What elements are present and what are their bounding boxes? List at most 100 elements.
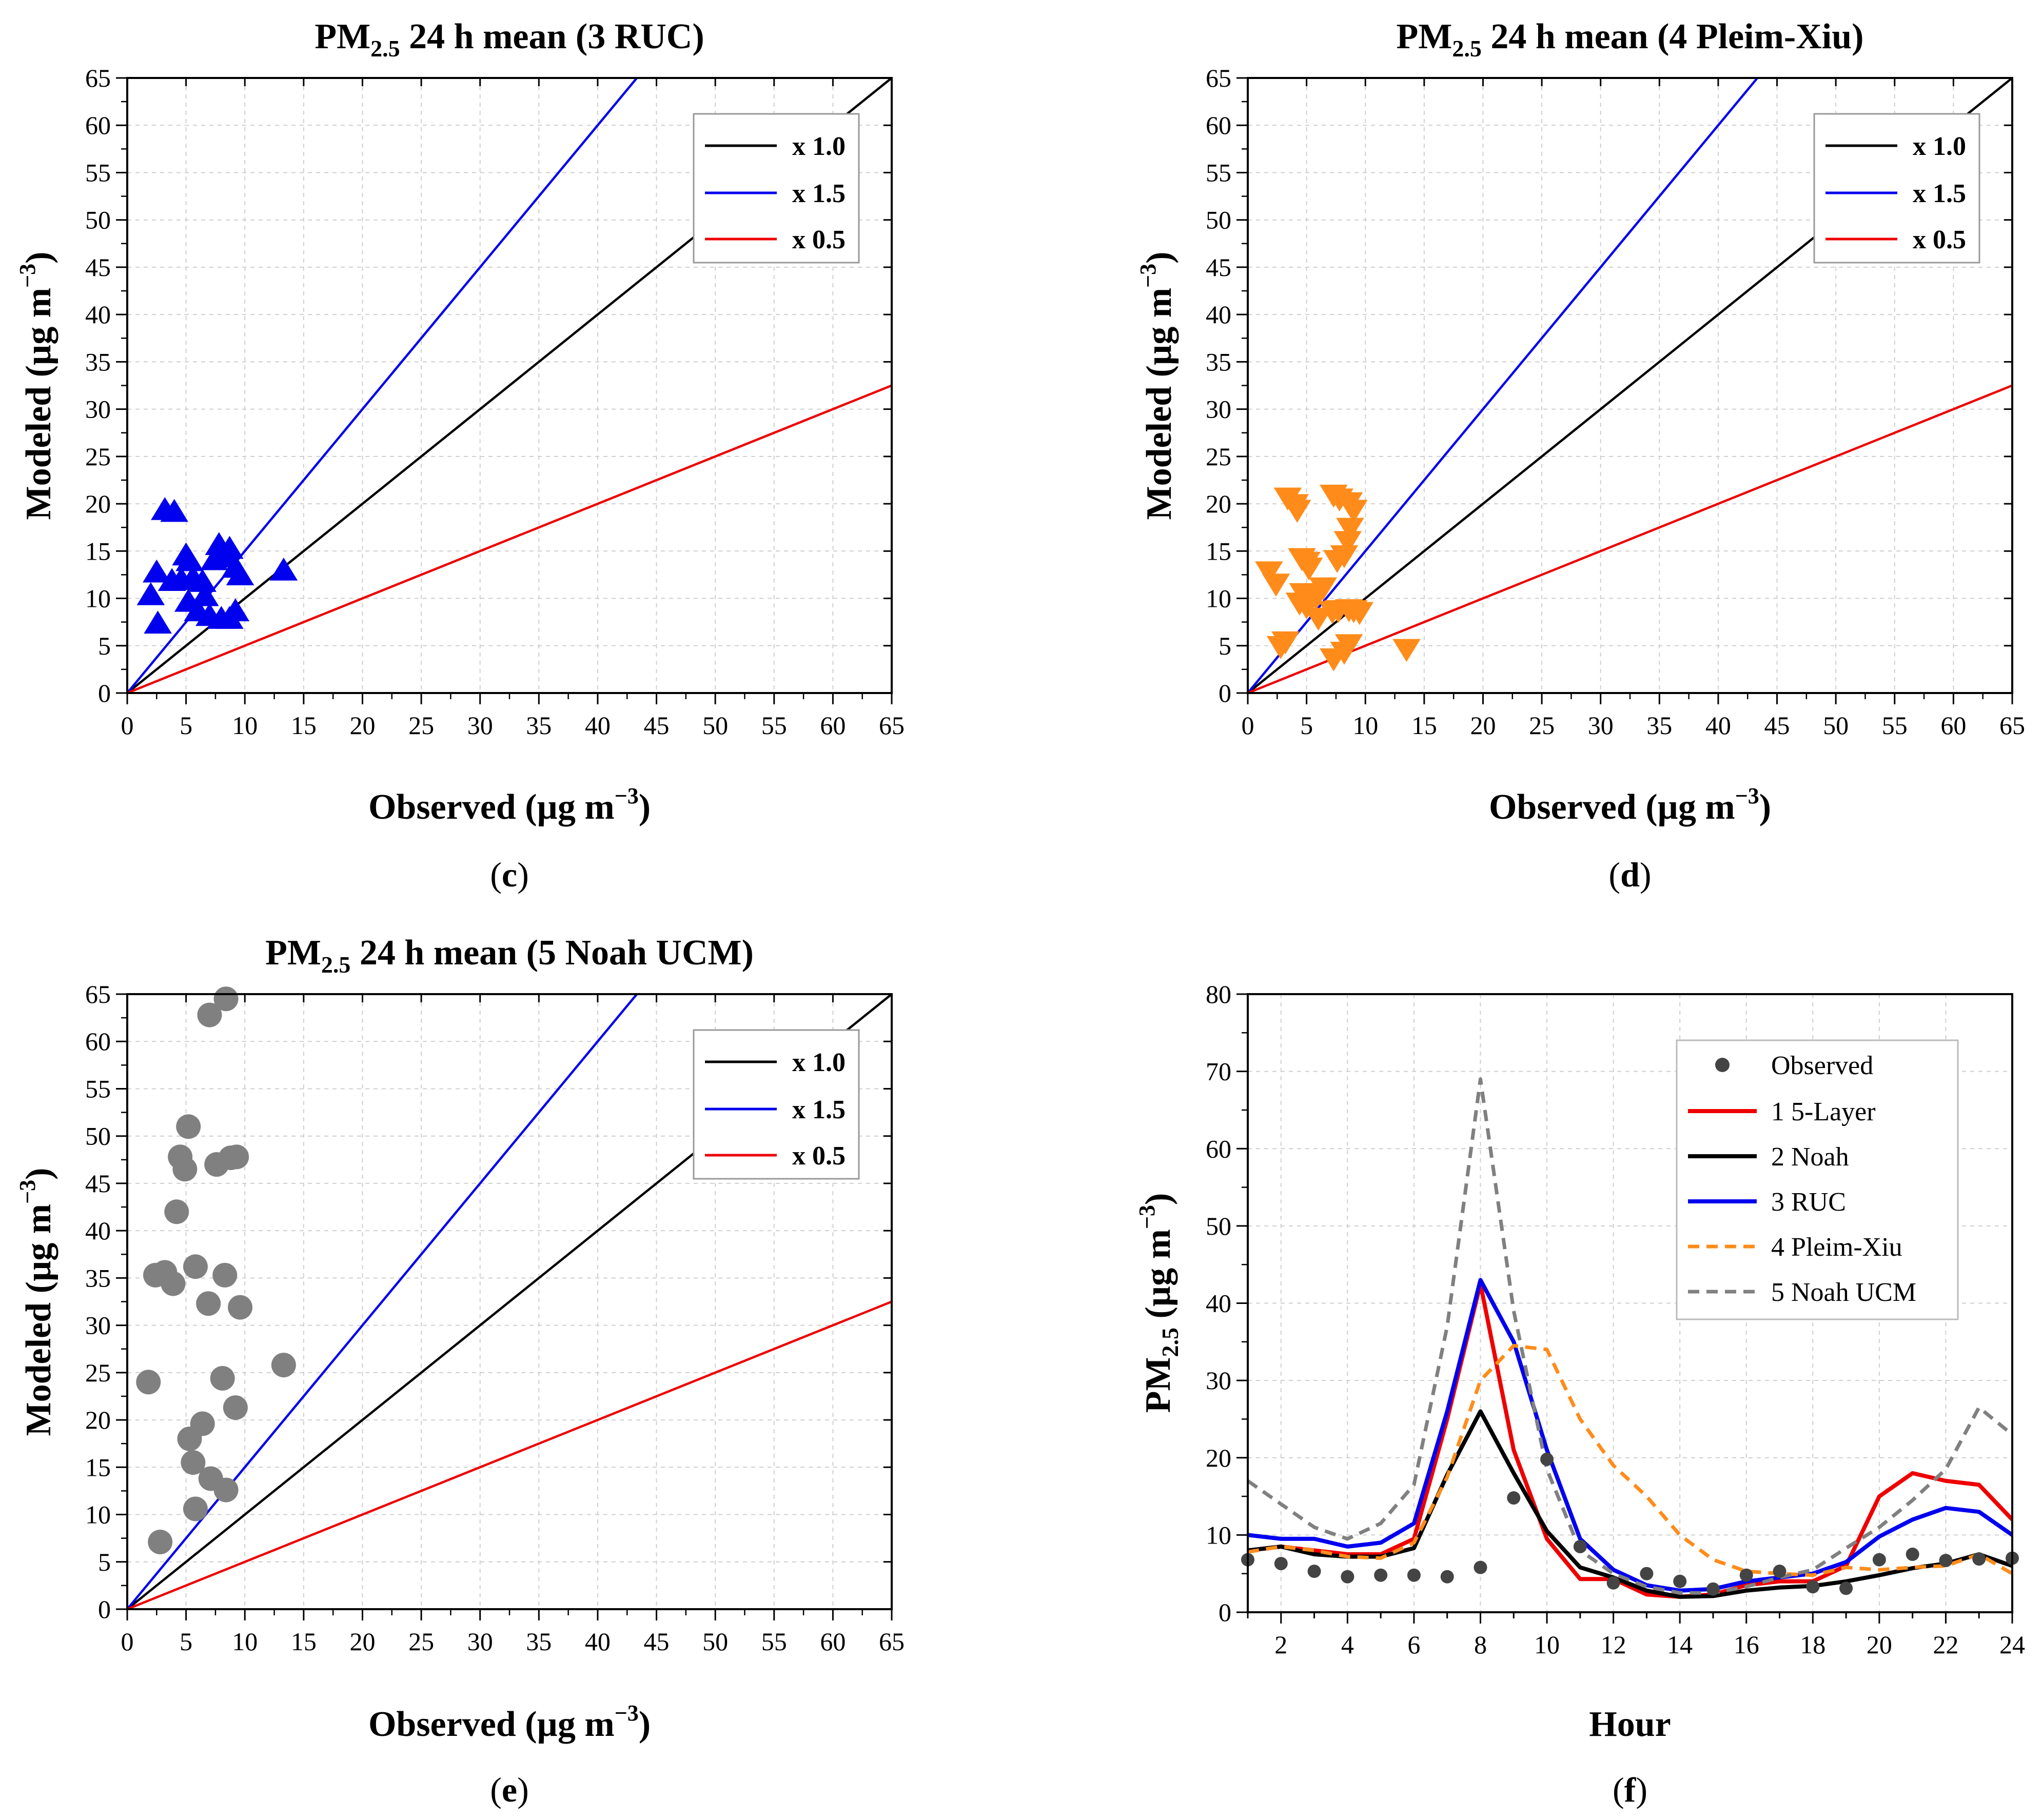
series-line-5-noah-ucm (1248, 1077, 2012, 1595)
x-tick-label: 50 (702, 1627, 728, 1656)
observed-point (1274, 1557, 1288, 1571)
y-tick-label: 0 (98, 679, 111, 707)
x-tick-label: 20 (1867, 1630, 1892, 1659)
series-line-2-noah (1248, 1409, 2012, 1599)
data-point (172, 1157, 198, 1182)
data-point (210, 1366, 235, 1391)
y-tick-label: 0 (1219, 1598, 1231, 1627)
y-tick-label: 50 (85, 206, 111, 234)
data-point (224, 1144, 249, 1170)
data-point (136, 1370, 161, 1395)
panel-c-scatter: 0055101015152020252530303535404045455050… (15, 17, 905, 894)
y-tick-label: 15 (1206, 537, 1231, 565)
observed-point (1307, 1565, 1321, 1578)
x-tick-label: 60 (820, 1627, 846, 1656)
panel-c-legend-label-x1: x 1.0 (792, 132, 846, 161)
y-tick-label: 30 (1206, 395, 1231, 424)
data-point (226, 562, 254, 585)
panel-f-legend-label-noah-ucm: 5 Noah UCM (1771, 1278, 1916, 1307)
y-tick-label: 65 (85, 64, 111, 92)
x-tick-label: 35 (526, 711, 552, 740)
observed-point (1573, 1539, 1587, 1553)
data-point (148, 1530, 173, 1555)
panel-d-y-axis-label: Modeled (µg m−3) (1135, 252, 1179, 520)
y-tick-label: 55 (1206, 158, 1231, 187)
y-tick-label: 45 (1206, 253, 1231, 282)
data-point (1340, 500, 1368, 523)
observed-point (1407, 1568, 1421, 1582)
data-point (143, 559, 171, 583)
observed-point (1773, 1565, 1786, 1578)
panel-c-label: (c) (490, 855, 529, 894)
data-point (1271, 631, 1300, 655)
panel-d-legend-label-x15: x 1.5 (1913, 179, 1966, 208)
panel-c-legend-label-x05: x 0.5 (792, 225, 846, 254)
panel-f-observed-points (1241, 1452, 2019, 1596)
x-tick-label: 55 (761, 1627, 787, 1656)
panel-c-x-axis-label: Observed (µg m−3) (368, 783, 651, 827)
reference-line-x15 (127, 994, 638, 1609)
y-tick-label: 50 (1206, 1212, 1231, 1240)
observed-point (1341, 1570, 1354, 1584)
data-point (1330, 545, 1359, 568)
data-point (1309, 577, 1338, 601)
x-tick-label: 40 (1705, 711, 1731, 740)
x-tick-label: 10 (232, 1627, 258, 1656)
series-line-3-ruc (1248, 1278, 2012, 1593)
data-point (197, 1002, 222, 1027)
y-tick-label: 35 (85, 347, 111, 376)
panel-f-legend-box (1676, 1039, 1959, 1320)
data-point (213, 1477, 239, 1502)
y-tick-label: 50 (85, 1122, 111, 1151)
x-tick-label: 20 (349, 1627, 375, 1656)
observed-point (1640, 1567, 1654, 1580)
panel-e-title: PM2.5 24 h mean (5 Noah UCM) (265, 933, 754, 978)
observed-point (1507, 1491, 1521, 1505)
x-tick-label: 65 (879, 711, 905, 740)
x-tick-label: 4 (1341, 1630, 1354, 1659)
panel-f-legend-label-5-layer: 1 5-Layer (1771, 1097, 1876, 1126)
y-tick-label: 60 (85, 111, 111, 140)
y-tick-label: 45 (85, 253, 111, 282)
y-tick-label: 60 (1206, 111, 1231, 140)
x-tick-label: 55 (761, 711, 787, 740)
x-tick-label: 15 (291, 711, 317, 740)
x-tick-label: 20 (349, 711, 375, 740)
y-tick-label: 5 (98, 631, 111, 660)
y-tick-label: 45 (85, 1169, 111, 1198)
observed-point (1440, 1570, 1454, 1584)
observed-point (1606, 1576, 1620, 1590)
x-tick-label: 25 (408, 711, 434, 740)
x-tick-label: 8 (1474, 1630, 1487, 1659)
x-tick-label: 5 (180, 711, 192, 740)
x-tick-label: 0 (1242, 711, 1254, 740)
x-tick-label: 18 (1800, 1630, 1825, 1659)
x-tick-label: 40 (585, 1627, 611, 1656)
x-tick-label: 30 (467, 1627, 493, 1656)
y-tick-label: 20 (1206, 1443, 1231, 1472)
data-point (183, 1496, 208, 1521)
y-tick-label: 70 (1206, 1057, 1231, 1086)
panel-e-points (136, 986, 296, 1555)
data-point (1336, 518, 1364, 541)
y-tick-label: 60 (85, 1027, 111, 1056)
x-tick-label: 65 (1999, 711, 2025, 740)
x-tick-label: 12 (1601, 1630, 1626, 1659)
observed-point (1739, 1568, 1753, 1582)
y-tick-label: 25 (1206, 442, 1231, 471)
y-tick-label: 30 (1206, 1366, 1231, 1395)
panel-f-legend: Observed 1 5-Layer 2 Noah 3 RUC 4 Pleim-… (1676, 1039, 1959, 1320)
panel-d-label: (d) (1608, 855, 1651, 894)
y-tick-label: 60 (1206, 1134, 1231, 1163)
data-point (271, 1353, 296, 1378)
panel-d-ticks: 0055101015152020252530303535404045455050… (1206, 64, 2025, 740)
panel-c-points (136, 497, 298, 634)
observed-point (1906, 1548, 1919, 1561)
panel-d-x-axis-label: Observed (µg m−3) (1489, 783, 1771, 827)
panel-c-legend-label-x15: x 1.5 (792, 179, 846, 208)
x-tick-label: 24 (1999, 1630, 2025, 1659)
x-tick-label: 22 (1933, 1630, 1958, 1659)
x-tick-label: 14 (1667, 1630, 1693, 1659)
x-tick-label: 0 (121, 711, 134, 740)
